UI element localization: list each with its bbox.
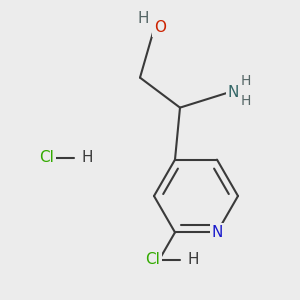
Text: N: N	[227, 85, 239, 100]
Text: H: H	[187, 253, 199, 268]
Text: O: O	[154, 20, 166, 35]
Text: N: N	[211, 225, 223, 240]
Text: H: H	[81, 151, 93, 166]
Text: Cl: Cl	[146, 253, 160, 268]
Text: H: H	[241, 74, 251, 88]
Text: Cl: Cl	[40, 151, 54, 166]
Text: H: H	[137, 11, 149, 26]
Text: H: H	[241, 94, 251, 108]
